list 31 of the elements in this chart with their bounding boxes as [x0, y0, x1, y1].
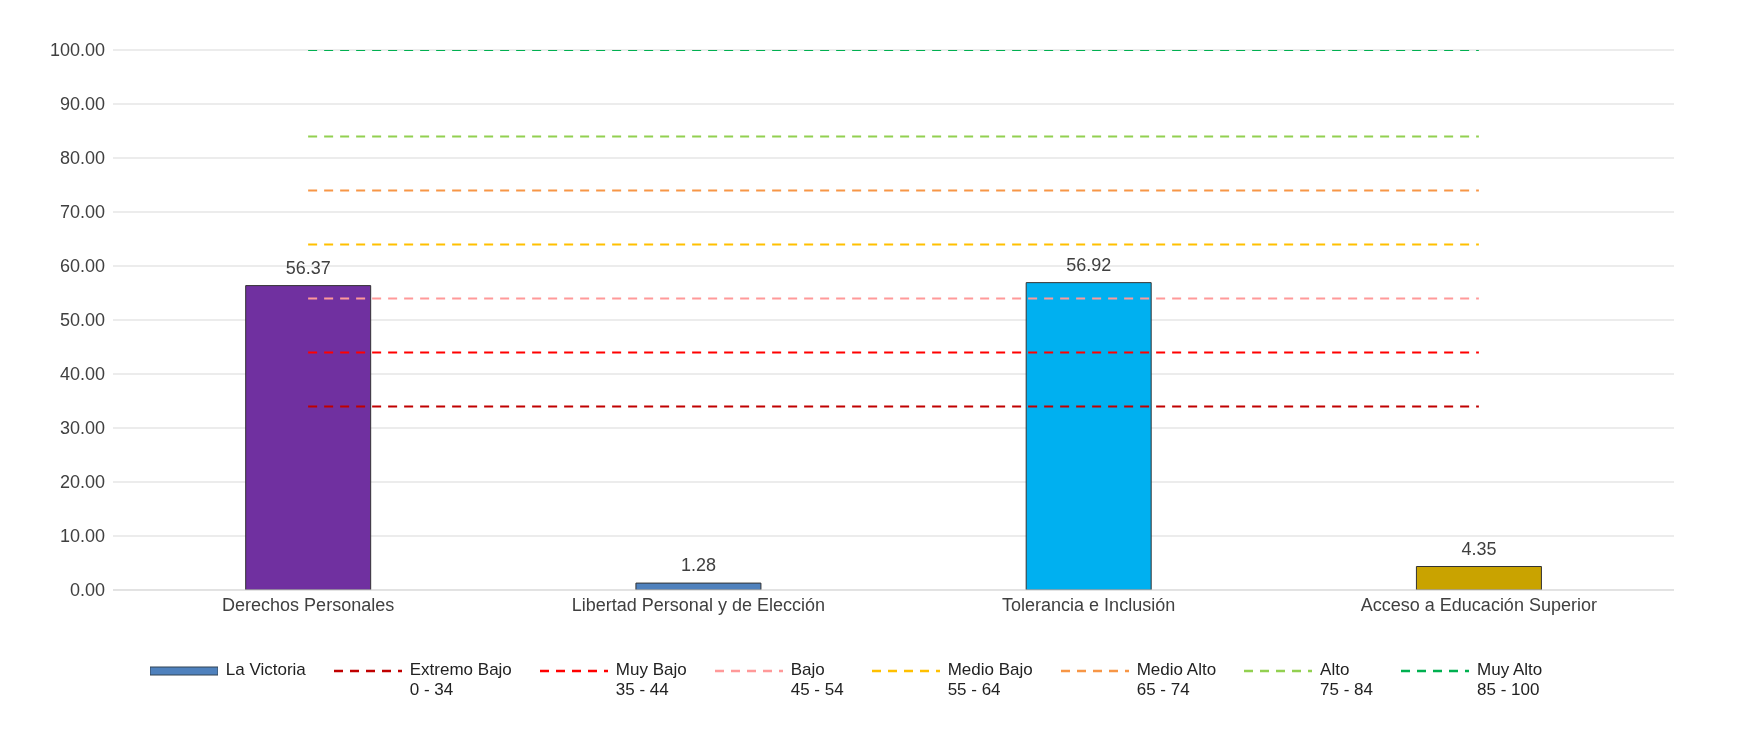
bar — [1415, 566, 1542, 590]
y-tick-label: 70.00 — [59, 202, 105, 223]
y-tick-label: 40.00 — [59, 364, 105, 385]
y-tick-label: 30.00 — [59, 418, 105, 439]
x-tick-label: Tolerancia e Inclusión — [1002, 594, 1176, 615]
y-tick-label: 20.00 — [59, 472, 105, 493]
legend-label: Extremo Bajo 0 - 34 — [409, 660, 512, 700]
legend-label: Medio Bajo 55 - 64 — [947, 660, 1033, 700]
legend-label: Medio Alto 65 - 74 — [1136, 660, 1217, 700]
bar — [635, 582, 762, 590]
data-label: 1.28 — [680, 555, 716, 576]
data-label: 56.37 — [285, 257, 331, 278]
data-label: 4.35 — [1461, 538, 1497, 559]
x-tick-label: Derechos Personales — [222, 594, 395, 615]
bar — [1025, 282, 1152, 590]
y-tick-label: 10.00 — [59, 526, 105, 547]
legend-label: La Victoria — [225, 660, 306, 680]
y-tick-label: 100.00 — [49, 40, 105, 61]
legend-label: Alto 75 - 84 — [1320, 660, 1374, 700]
y-tick-label: 0.00 — [69, 580, 105, 601]
y-tick-label: 50.00 — [59, 310, 105, 331]
y-tick-label: 90.00 — [59, 94, 105, 115]
legend-label: Bajo 45 - 54 — [790, 660, 844, 700]
y-tick-label: 60.00 — [59, 256, 105, 277]
data-label: 56.92 — [1066, 254, 1112, 275]
legend-label: Muy Bajo 35 - 44 — [615, 660, 687, 700]
legend-label: Muy Alto 85 - 100 — [1477, 660, 1543, 700]
x-tick-label: Acceso a Educación Superior — [1360, 594, 1597, 615]
x-tick-label: Libertad Personal y de Elección — [571, 594, 825, 615]
bar — [245, 285, 372, 590]
y-tick-label: 80.00 — [59, 148, 105, 169]
